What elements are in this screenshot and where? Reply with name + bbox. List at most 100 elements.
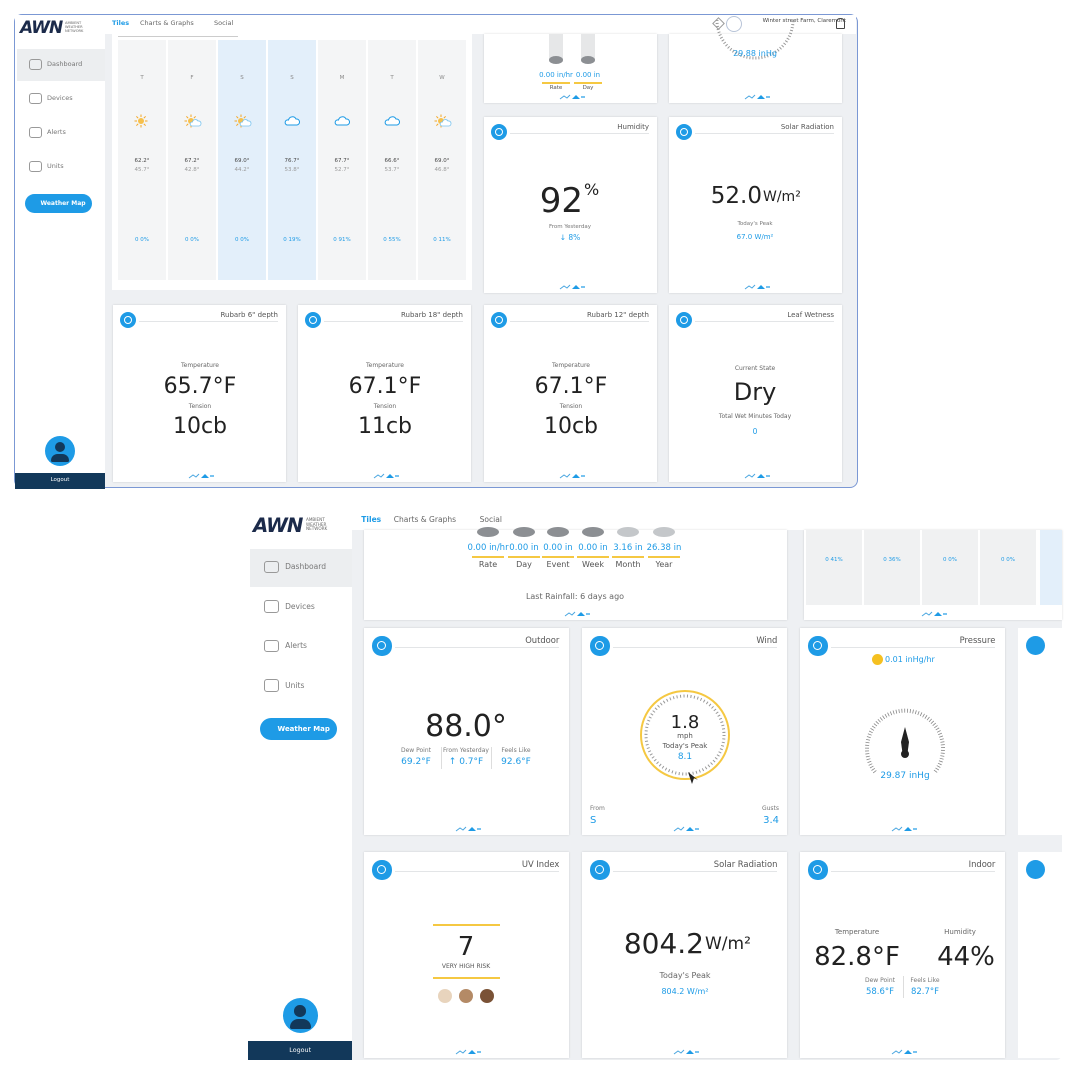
tile-icon-glyph bbox=[595, 865, 605, 875]
nav-icon[interactable] bbox=[29, 127, 42, 138]
rain-gauge-base bbox=[513, 527, 535, 537]
chart-icon bbox=[891, 826, 902, 832]
expand-icon bbox=[571, 474, 580, 478]
tile bbox=[669, 34, 842, 103]
tab[interactable]: Charts & Graphs bbox=[140, 19, 194, 27]
solar-caption: Today's Peak bbox=[659, 971, 711, 980]
forecast-precip: 0 11% bbox=[433, 237, 451, 243]
nav-item[interactable]: Alerts bbox=[285, 641, 307, 651]
tile-icon-glyph bbox=[495, 316, 503, 324]
map-button-label[interactable]: Weather Map bbox=[40, 200, 86, 207]
tile-actions bbox=[559, 473, 585, 479]
outdoor-value: 88.0° bbox=[425, 709, 507, 744]
temperature-value: 67.1°F bbox=[534, 374, 608, 399]
tile-actions bbox=[559, 284, 585, 290]
tab[interactable]: Social bbox=[479, 514, 502, 524]
station-name[interactable]: Winter street Farm, Claremont bbox=[762, 18, 846, 24]
sun-ray bbox=[186, 116, 189, 119]
wind-unit: mph bbox=[677, 732, 693, 740]
nav-icon[interactable] bbox=[264, 679, 279, 692]
tab[interactable]: Social bbox=[214, 19, 234, 27]
forecast-precip: 0 0% bbox=[1001, 557, 1015, 563]
sun-ray bbox=[443, 116, 446, 119]
forecast-column bbox=[922, 530, 978, 605]
forecast-day: T bbox=[390, 75, 394, 81]
tension-value: 10cb bbox=[172, 414, 228, 439]
logout-bar[interactable] bbox=[15, 473, 105, 489]
tension-value: 10cb bbox=[543, 414, 599, 439]
rain-underline bbox=[542, 82, 570, 84]
tile-title: Wind bbox=[756, 635, 778, 646]
weather-icon bbox=[434, 114, 452, 128]
nav-icon[interactable] bbox=[29, 59, 42, 70]
tab[interactable]: Charts & Graphs bbox=[393, 514, 457, 524]
nav-item[interactable]: Units bbox=[285, 680, 305, 690]
uv-line bbox=[433, 924, 500, 926]
nav-icon[interactable] bbox=[29, 161, 42, 172]
gauge-outer bbox=[640, 690, 730, 780]
bell-icon bbox=[836, 18, 845, 29]
tile-rule bbox=[613, 871, 778, 873]
expand-icon bbox=[685, 1050, 694, 1054]
logout[interactable]: Logout bbox=[50, 477, 70, 483]
rain-value: 0.00 in bbox=[509, 543, 539, 553]
forecast-precip: 0 36% bbox=[883, 557, 901, 563]
map-button[interactable] bbox=[25, 194, 92, 213]
rain-label: Month bbox=[615, 560, 641, 569]
nav-icon[interactable] bbox=[264, 561, 279, 574]
expand-icon bbox=[756, 474, 765, 478]
sun-ray bbox=[436, 123, 439, 126]
leaf-state: Dry bbox=[733, 378, 777, 406]
sun-ray bbox=[236, 116, 239, 119]
nav-item[interactable]: Devices bbox=[285, 601, 315, 611]
header bbox=[352, 510, 1062, 530]
chart-icon bbox=[744, 473, 755, 479]
nav-item[interactable]: Dashboard bbox=[47, 60, 83, 68]
expand-icon bbox=[756, 95, 765, 99]
tile bbox=[669, 305, 842, 482]
logout-bar[interactable] bbox=[248, 1041, 353, 1060]
solar-caption: Today's Peak bbox=[737, 221, 773, 227]
map-button[interactable] bbox=[259, 717, 338, 740]
nav-icon[interactable] bbox=[29, 93, 42, 104]
uv-risk: VERY HIGH RISK bbox=[441, 963, 491, 970]
forecast-low: 42.8° bbox=[184, 167, 200, 173]
tile-icon-glyph bbox=[680, 316, 688, 324]
tile-title: Rubarb 6" depth bbox=[220, 311, 278, 319]
forecast-high: 67.7° bbox=[334, 158, 350, 164]
pressure-gauge bbox=[715, 19, 795, 60]
nav-item[interactable]: Units bbox=[47, 162, 64, 170]
rain-label: Day bbox=[582, 85, 594, 91]
tab[interactable]: Tiles bbox=[361, 514, 382, 524]
nav-item[interactable]: Devices bbox=[47, 94, 73, 102]
forecast-column bbox=[980, 530, 1036, 605]
forecast-low: 46.8° bbox=[434, 167, 450, 173]
avatar-body bbox=[289, 1019, 311, 1029]
detail-value: 92.6°F bbox=[501, 757, 531, 767]
forecast-column bbox=[318, 40, 366, 280]
forecast-high: 66.6° bbox=[384, 158, 400, 164]
tile-rule bbox=[831, 871, 996, 873]
logout[interactable]: Logout bbox=[289, 1046, 312, 1055]
tile-icon-glyph bbox=[813, 865, 823, 875]
leaf-minutes: 0 bbox=[752, 427, 758, 436]
forecast-precip: 0 19% bbox=[283, 237, 301, 243]
tile-icon bbox=[1026, 860, 1045, 879]
nav-icon[interactable] bbox=[264, 600, 279, 613]
map-button-label[interactable]: Weather Map bbox=[277, 724, 330, 733]
nav-icon[interactable] bbox=[264, 639, 279, 653]
tile-rule bbox=[695, 321, 834, 322]
detail-divider bbox=[491, 747, 492, 769]
tile-actions bbox=[744, 473, 770, 479]
nav-item[interactable]: Dashboard bbox=[285, 562, 326, 572]
tile-actions bbox=[921, 611, 947, 617]
rain-gauge-base bbox=[582, 527, 604, 537]
sun bbox=[138, 118, 144, 124]
nav-item[interactable]: Alerts bbox=[47, 128, 66, 136]
partial-tile bbox=[1018, 852, 1062, 1058]
avatar-head bbox=[55, 442, 65, 452]
forecast-column bbox=[218, 40, 266, 280]
tile bbox=[364, 852, 569, 1058]
indoor-hum: 44% bbox=[937, 942, 995, 972]
tab[interactable]: Tiles bbox=[112, 19, 130, 27]
